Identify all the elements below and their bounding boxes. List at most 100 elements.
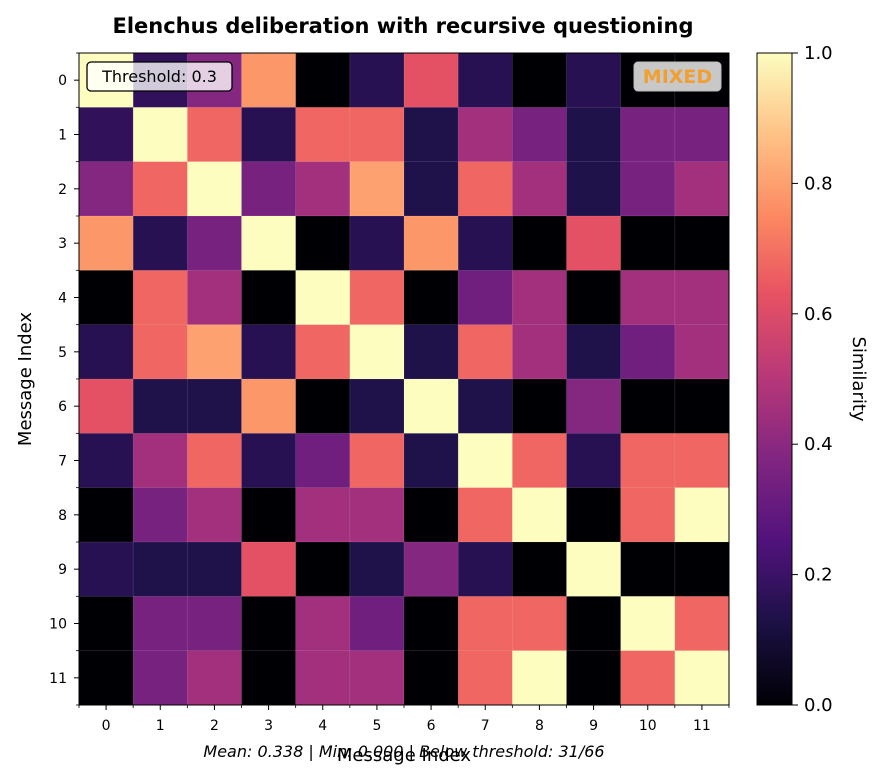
heatmap-cell-5-4 <box>295 324 351 380</box>
heatmap-cell-4-8 <box>511 269 568 326</box>
colorbar-ticks: 0.0 0.2 0.4 0.6 0.8 1.0 <box>792 43 833 716</box>
heatmap-cell-11-8 <box>511 650 568 706</box>
y-axis-ticks: 0 1 2 3 4 5 6 7 8 9 10 11 <box>49 52 79 706</box>
y-tick-label: 9 <box>58 562 67 578</box>
heatmap-cell-9-3 <box>241 541 297 598</box>
heatmap-cell-11-9 <box>566 650 622 706</box>
heatmap-cell-11-0 <box>78 650 134 706</box>
heatmap-cell-1-1 <box>132 106 189 163</box>
heatmap-cell-1-11 <box>674 106 730 163</box>
heatmap-cell-8-7 <box>457 487 514 543</box>
heatmap-cell-5-2 <box>186 324 243 380</box>
heatmap-cell-8-8 <box>511 487 568 543</box>
heatmap-cell-11-6 <box>403 650 459 706</box>
status-badge-text: MIXED <box>643 66 712 88</box>
heatmap-cell-9-9 <box>566 541 622 598</box>
heatmap-cell-8-4 <box>295 487 351 543</box>
colorbar <box>756 52 793 706</box>
heatmap-cell-7-0 <box>78 432 134 489</box>
heatmap-cell-5-1 <box>132 324 189 380</box>
heatmap-cell-10-0 <box>78 595 134 652</box>
x-axis-ticks: 0 1 2 3 4 5 6 7 8 9 10 11 <box>78 705 730 734</box>
heatmap-cell-10-4 <box>295 595 351 652</box>
heatmap-cell-10-6 <box>403 595 459 652</box>
y-tick-label: 3 <box>58 236 67 252</box>
heatmap-cell-6-8 <box>511 378 568 435</box>
heatmap-cell-11-1 <box>132 650 189 706</box>
heatmap-cell-2-6 <box>403 161 459 217</box>
heatmap-cell-2-1 <box>132 161 189 217</box>
heatmap-cell-10-2 <box>186 595 243 652</box>
heatmap-cell-2-9 <box>566 161 622 217</box>
colorbar-tick-label: 0.0 <box>804 695 833 716</box>
colorbar-tick-label: 0.2 <box>804 565 833 586</box>
heatmap-cell-6-4 <box>295 378 351 435</box>
x-tick-label: 0 <box>102 718 111 734</box>
colorbar-tick-label: 1.0 <box>804 43 833 64</box>
heatmap-cell-3-2 <box>186 215 243 272</box>
x-tick-label: 1 <box>156 718 165 734</box>
y-tick-label: 2 <box>58 182 67 198</box>
heatmap-cell-0-8 <box>511 52 568 109</box>
status-badge: MIXED <box>633 61 722 92</box>
heatmap-cell-8-11 <box>674 487 730 543</box>
heatmap-cell-5-5 <box>349 324 405 380</box>
y-tick-label: 10 <box>49 617 67 633</box>
heatmap-cell-10-11 <box>674 595 730 652</box>
heatmap-cell-5-6 <box>403 324 459 380</box>
heatmap-cell-10-9 <box>566 595 622 652</box>
y-tick-label: 11 <box>49 671 67 687</box>
heatmap-cell-2-0 <box>78 161 134 217</box>
heatmap-cell-9-0 <box>78 541 134 598</box>
heatmap-cell-4-11 <box>674 269 730 326</box>
x-tick-label: 11 <box>693 718 711 734</box>
heatmap-cell-9-6 <box>403 541 459 598</box>
x-tick-label: 10 <box>639 718 657 734</box>
threshold-badge: Threshold: 0.3 <box>86 61 233 92</box>
heatmap-cell-7-8 <box>511 432 568 489</box>
heatmap-cell-11-10 <box>620 650 676 706</box>
heatmap-cell-11-11 <box>674 650 730 706</box>
heatmap-cell-1-9 <box>566 106 622 163</box>
heatmap-cell-8-9 <box>566 487 622 543</box>
heatmap-cell-10-7 <box>457 595 514 652</box>
heatmap-cell-1-6 <box>403 106 459 163</box>
heatmap-cell-7-5 <box>349 432 405 489</box>
heatmap-cell-3-0 <box>78 215 134 272</box>
heatmap-cell-0-9 <box>566 52 622 109</box>
heatmap-cell-7-9 <box>566 432 622 489</box>
heatmap-cell-3-8 <box>511 215 568 272</box>
heatmap-cell-1-4 <box>295 106 351 163</box>
heatmap-cell-6-7 <box>457 378 514 435</box>
heatmap-cell-9-8 <box>511 541 568 598</box>
heatmap-cell-10-10 <box>620 595 676 652</box>
heatmap-cell-1-5 <box>349 106 405 163</box>
heatmap-cell-0-6 <box>403 52 459 109</box>
heatmap-cell-4-2 <box>186 269 243 326</box>
heatmap-cell-3-10 <box>620 215 676 272</box>
heatmap-cell-3-9 <box>566 215 622 272</box>
heatmap-cell-4-4 <box>295 269 351 326</box>
heatmap-cell-7-11 <box>674 432 730 489</box>
y-tick-label: 6 <box>58 399 67 415</box>
heatmap-cell-3-11 <box>674 215 730 272</box>
heatmap-cell-5-11 <box>674 324 730 380</box>
heatmap-cell-10-3 <box>241 595 297 652</box>
heatmap-cell-7-2 <box>186 432 243 489</box>
heatmap-cell-6-0 <box>78 378 134 435</box>
heatmap-cell-6-6 <box>403 378 459 435</box>
heatmap-cell-5-0 <box>78 324 134 380</box>
heatmap-cell-11-7 <box>457 650 514 706</box>
heatmap-cell-4-1 <box>132 269 189 326</box>
x-tick-label: 8 <box>535 718 544 734</box>
heatmap-cell-4-6 <box>403 269 459 326</box>
heatmap-cell-9-11 <box>674 541 730 598</box>
x-tick-label: 4 <box>318 718 327 734</box>
heatmap-cell-7-10 <box>620 432 676 489</box>
heatmap-cell-11-4 <box>295 650 351 706</box>
heatmap-cell-1-3 <box>241 106 297 163</box>
heatmap-cell-2-4 <box>295 161 351 217</box>
heatmap-cell-1-7 <box>457 106 514 163</box>
heatmap-cell-2-7 <box>457 161 514 217</box>
